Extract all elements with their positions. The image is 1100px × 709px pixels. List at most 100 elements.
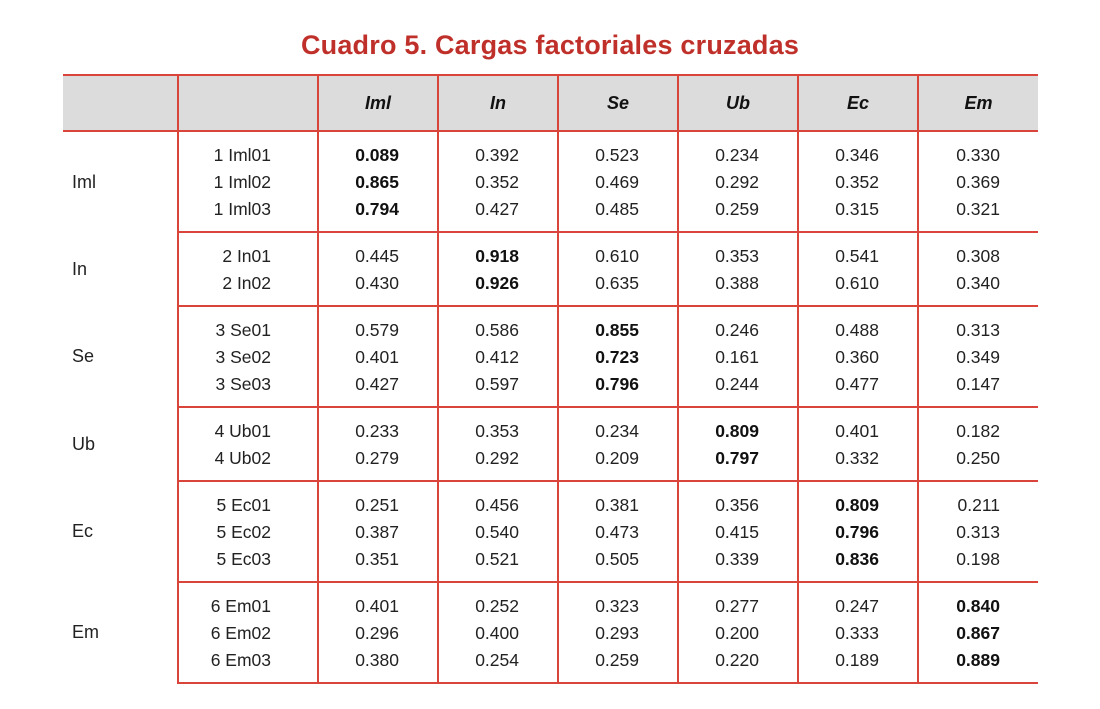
table-row: 2 In02 0.430 0.926 0.635 0.388 0.610 0.340: [63, 270, 1038, 307]
column-header-iml: Iml: [317, 74, 438, 132]
construct-label: Iml: [72, 171, 96, 192]
loading-cell: 0.796: [797, 519, 918, 546]
loading-cell: 0.340: [917, 270, 1038, 307]
table-row: 6 Em02 0.296 0.400 0.293 0.200 0.333 0.867: [63, 620, 1038, 647]
loading-cell: 0.521: [437, 546, 558, 583]
table-row: Ec 5 Ec01 0.251 0.456 0.381 0.356 0.809 0.211: [63, 481, 1038, 541]
loading-cell: 0.247: [797, 582, 918, 620]
loading-cell: 0.867: [917, 620, 1038, 647]
loading-cell: 0.346: [797, 131, 918, 169]
loading-cell: 0.252: [437, 582, 558, 620]
loading-cell: 0.477: [797, 371, 918, 408]
loading-cell: 0.233: [317, 407, 438, 445]
loading-cell: 0.610: [797, 270, 918, 307]
table-row: Iml 1 Iml01 0.089 0.392 0.523 0.234 0.346 0.330: [63, 131, 1038, 192]
loading-cell: 0.415: [677, 519, 798, 546]
table-row: 1 Iml02 0.865 0.352 0.469 0.292 0.352 0.369: [63, 169, 1038, 196]
loading-cell: 0.234: [677, 131, 798, 169]
indicator-cell: 5 Ec01: [177, 481, 318, 519]
loading-cell: 0.635: [557, 270, 678, 307]
loading-cell: 0.836: [797, 546, 918, 583]
loading-cell: 0.251: [317, 481, 438, 519]
loading-cell: 0.469: [557, 169, 678, 196]
column-header-indicator: [177, 74, 318, 132]
loading-cell: 0.296: [317, 620, 438, 647]
indicator-cell: 1 Iml02: [177, 169, 318, 196]
loading-cell: 0.401: [797, 407, 918, 445]
loading-cell: 0.308: [917, 232, 1038, 270]
table-row: 1 Iml03 0.794 0.427 0.485 0.259 0.315 0.321: [63, 196, 1038, 233]
loading-cell: 0.889: [917, 647, 1038, 684]
loading-cell: 0.293: [557, 620, 678, 647]
loading-cell: 0.809: [677, 407, 798, 445]
loading-cell: 0.809: [797, 481, 918, 519]
cross-loadings-table: Iml In Se Ub Ec Em Iml 1 Iml01 0.089 0.392 0…: [63, 74, 1038, 684]
loading-cell: 0.427: [317, 371, 438, 408]
table-body: Iml 1 Iml01 0.089 0.392 0.523 0.234 0.346 0.330…: [63, 131, 1038, 684]
loading-cell: 0.360: [797, 344, 918, 371]
loading-cell: 0.349: [917, 344, 1038, 371]
column-header-se: Se: [557, 74, 678, 132]
indicator-cell: 6 Em03: [177, 647, 318, 684]
loading-cell: 0.427: [437, 196, 558, 233]
loading-cell: 0.279: [317, 445, 438, 482]
loading-cell: 0.250: [917, 445, 1038, 482]
loading-cell: 0.315: [797, 196, 918, 233]
table-row: 3 Se03 0.427 0.597 0.796 0.244 0.477 0.147: [63, 371, 1038, 408]
loading-cell: 0.445: [317, 232, 438, 270]
loading-cell: 0.401: [317, 344, 438, 371]
header-row: Iml In Se Ub Ec Em: [63, 74, 1038, 132]
table-row: 6 Em03 0.380 0.254 0.259 0.220 0.189 0.889: [63, 647, 1038, 684]
indicator-cell: 4 Ub02: [177, 445, 318, 482]
indicator-cell: 1 Iml01: [177, 131, 318, 169]
loading-cell: 0.246: [677, 306, 798, 344]
loading-cell: 0.926: [437, 270, 558, 307]
indicator-cell: 4 Ub01: [177, 407, 318, 445]
loading-cell: 0.797: [677, 445, 798, 482]
loading-cell: 0.323: [557, 582, 678, 620]
loading-cell: 0.412: [437, 344, 558, 371]
construct-label: Ub: [72, 433, 96, 454]
loading-cell: 0.523: [557, 131, 678, 169]
loading-cell: 0.387: [317, 519, 438, 546]
table-row: Se 3 Se01 0.579 0.586 0.855 0.246 0.488 0.313: [63, 306, 1038, 366]
loading-cell: 0.353: [437, 407, 558, 445]
column-header-em: Em: [917, 74, 1038, 132]
loading-cell: 0.597: [437, 371, 558, 408]
table-title: Cuadro 5. Cargas factoriales cruzadas: [300, 30, 800, 60]
loading-cell: 0.182: [917, 407, 1038, 445]
loading-cell: 0.840: [917, 582, 1038, 620]
construct-label: Se: [72, 346, 95, 366]
loading-cell: 0.723: [557, 344, 678, 371]
loading-cell: 0.200: [677, 620, 798, 647]
loading-cell: 0.292: [437, 445, 558, 482]
loading-cell: 0.321: [917, 196, 1038, 233]
loading-cell: 0.333: [797, 620, 918, 647]
loading-cell: 0.351: [317, 546, 438, 583]
table-row: Em 6 Em01 0.401 0.252 0.323 0.277 0.247 0.840: [63, 582, 1038, 642]
loading-cell: 0.610: [557, 232, 678, 270]
loading-cell: 0.388: [677, 270, 798, 307]
loading-cell: 0.147: [917, 371, 1038, 408]
loading-cell: 0.356: [677, 481, 798, 519]
table-row: 5 Ec03 0.351 0.521 0.505 0.339 0.836 0.198: [63, 546, 1038, 583]
loading-cell: 0.794: [317, 196, 438, 233]
construct-label: In: [72, 258, 88, 279]
loading-cell: 0.579: [317, 306, 438, 344]
loading-cell: 0.089: [317, 131, 438, 169]
indicator-cell: 3 Se02: [177, 344, 318, 371]
table-row: 3 Se02 0.401 0.412 0.723 0.161 0.360 0.349: [63, 344, 1038, 371]
loading-cell: 0.211: [917, 481, 1038, 519]
indicator-cell: 2 In02: [177, 270, 318, 307]
loading-cell: 0.401: [317, 582, 438, 620]
construct-label: Em: [72, 622, 99, 642]
loading-cell: 0.381: [557, 481, 678, 519]
indicator-cell: 6 Em01: [177, 582, 318, 620]
loading-cell: 0.339: [677, 546, 798, 583]
loading-cell: 0.259: [677, 196, 798, 233]
loading-cell: 0.586: [437, 306, 558, 344]
table-row: 5 Ec02 0.387 0.540 0.473 0.415 0.796 0.313: [63, 519, 1038, 546]
loading-cell: 0.189: [797, 647, 918, 684]
loading-cell: 0.209: [557, 445, 678, 482]
loading-cell: 0.473: [557, 519, 678, 546]
